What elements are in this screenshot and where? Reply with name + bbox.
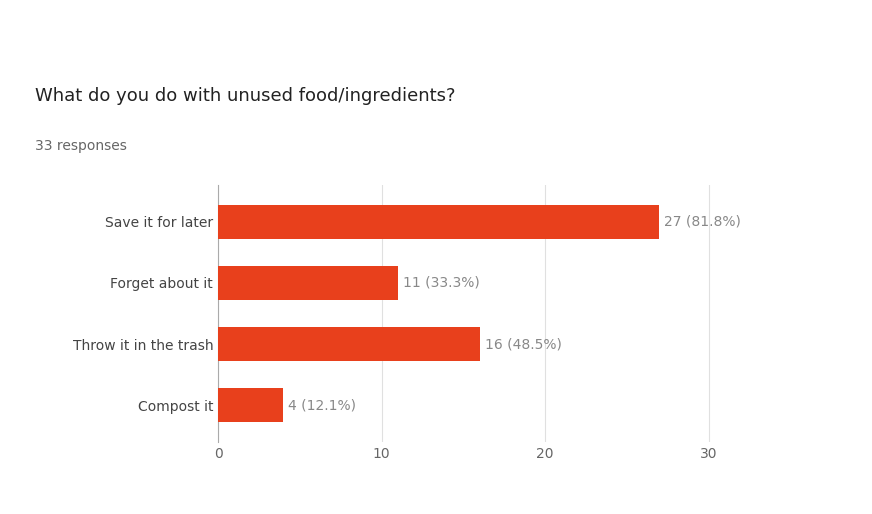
Bar [218,266,398,300]
Text: 16 (48.5%): 16 (48.5%) [485,337,562,351]
Bar [218,389,283,422]
Text: What do you do with unused food/ingredients?: What do you do with unused food/ingredie… [35,87,455,105]
Bar [218,327,480,361]
Text: 33 responses: 33 responses [35,139,126,153]
Text: 27 (81.8%): 27 (81.8%) [664,215,741,229]
Bar [218,205,659,238]
Text: 11 (33.3%): 11 (33.3%) [403,276,480,290]
Text: 4 (12.1%): 4 (12.1%) [289,398,357,412]
